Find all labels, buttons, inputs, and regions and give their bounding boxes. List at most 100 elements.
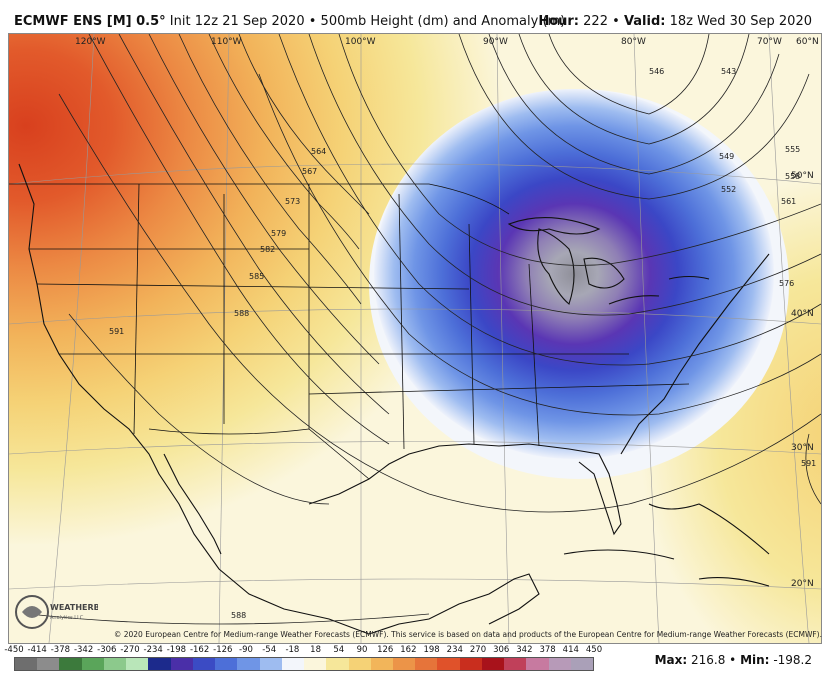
lake-erie	[608, 295, 660, 305]
logo-swirl-inner	[22, 606, 42, 618]
valid-time-header: Hour: 222 • Valid: 18z Wed 30 Sep 2020	[538, 14, 812, 32]
colorbar-tick-label: -54	[262, 645, 277, 655]
lat-label-30: 30°N	[791, 443, 814, 453]
colorbar-tick-label: -126	[213, 645, 233, 655]
colorbar-swatch	[459, 658, 482, 670]
meridian-90	[496, 34, 510, 643]
contour-label-573: 573	[285, 197, 300, 206]
colorbar-swatch	[548, 658, 571, 670]
state-borders	[9, 183, 690, 480]
title-separator: •	[308, 14, 317, 29]
colorbar-swatch	[504, 658, 527, 670]
contour-label-546: 546	[649, 67, 664, 76]
hour-value: 222	[583, 14, 608, 29]
gulf-coast	[308, 443, 622, 536]
model-name: ECMWF ENS [M] 0.5°	[14, 14, 166, 29]
colorbar-swatches	[14, 657, 594, 671]
contour-label-591: 591	[109, 327, 124, 336]
logo-subtext: Analytics LLC	[50, 615, 84, 621]
colorbar-swatch	[81, 658, 104, 670]
contour-576	[258, 73, 821, 416]
colorbar-tick-label: 54	[333, 645, 345, 655]
contour-label-585: 585	[249, 272, 264, 281]
contour-label-552: 552	[721, 185, 736, 194]
parallel-30	[9, 441, 821, 455]
contour-585	[88, 34, 390, 445]
colorbar-swatch	[170, 658, 193, 670]
meridian-70	[768, 34, 810, 643]
max-min-readout: Max: 216.8 • Min: -198.2	[655, 653, 812, 667]
border-f	[528, 263, 540, 447]
init-time: Init 12z 21 Sep 2020	[169, 14, 305, 29]
colorbar-swatch	[481, 658, 505, 670]
contour-label-555: 555	[785, 145, 800, 154]
lon-label-100: 100°W	[345, 37, 376, 47]
colorbar-tick-label: 234	[446, 645, 463, 655]
west-coast	[18, 163, 370, 635]
lake-michigan	[537, 228, 575, 305]
contour-561	[308, 34, 821, 316]
colorbar-swatch	[348, 658, 371, 670]
contour-546	[518, 34, 750, 145]
us-mexico-border	[148, 428, 370, 480]
colorbar-tick-label: -342	[73, 645, 94, 655]
contour-579	[148, 34, 380, 365]
colorbar-tick-label: 126	[377, 645, 394, 655]
parallel-40	[9, 308, 821, 325]
contour-567	[208, 34, 360, 250]
contour-label-567: 567	[302, 167, 317, 176]
colorbar-swatch	[237, 658, 260, 670]
gulf-neutral	[9, 544, 529, 643]
border-e	[468, 223, 475, 445]
lon-label-60: 60°N	[796, 37, 819, 47]
weatherbell-logo: WEATHERBELL Analytics LLC	[15, 595, 98, 629]
valid-value: 18z Wed 30 Sep 2020	[669, 14, 812, 29]
contour-label-558: 558	[785, 172, 800, 181]
colorbar-swatch	[392, 658, 416, 670]
contour-555	[338, 34, 821, 266]
colorbar-tick-label: -306	[97, 645, 117, 655]
yucatan-coast	[368, 573, 540, 635]
border-j	[308, 383, 690, 395]
colorbar-swatch	[59, 658, 82, 670]
parallel-20	[9, 578, 821, 590]
contour-label-549: 549	[719, 152, 734, 161]
colorbar-tick-label: -414	[27, 645, 47, 655]
map-title: ECMWF ENS [M] 0.5° Init 12z 21 Sep 2020 …	[14, 14, 565, 32]
contour-label-579: 579	[271, 229, 286, 238]
lon-label-110: 110°W	[211, 37, 242, 47]
colorbar-swatch	[126, 658, 149, 670]
max-label: Max:	[654, 653, 688, 667]
contour-591-east	[805, 433, 821, 505]
colorbar-tick-label: -198	[166, 645, 187, 655]
lat-label-40: 40°N	[791, 309, 814, 319]
height-contours	[28, 34, 821, 625]
meridian-80	[633, 34, 660, 643]
contour-label-591-east: 591	[801, 459, 816, 468]
min-label: Min:	[740, 653, 770, 667]
lat-label-20: 20°N	[791, 579, 814, 589]
lon-label-120: 120°W	[75, 37, 106, 47]
contour-label-582: 582	[260, 245, 275, 254]
lake-ontario	[668, 275, 710, 280]
colorbar-swatch	[37, 658, 60, 670]
baja-peninsula	[163, 453, 222, 555]
colorbar-tick-label: 342	[516, 645, 533, 655]
contour-591	[68, 313, 330, 505]
colorbar-swatch	[281, 658, 305, 670]
anomaly-colorbar: -450 -414 -378 -342 -306 -270 -234 -198 -162 -126…	[4, 645, 602, 671]
colorbar-tick-label: -450	[4, 645, 24, 655]
colorbar-swatch	[103, 658, 127, 670]
east-coast	[620, 253, 770, 455]
lake-superior	[507, 217, 601, 235]
contour-543	[548, 34, 710, 115]
colorbar-swatch	[326, 658, 349, 670]
colorbar-swatch	[15, 658, 38, 670]
hour-label: Hour:	[538, 14, 580, 29]
contour-label-564: 564	[311, 147, 326, 156]
colorbar-tick-label: 306	[493, 645, 510, 655]
colorbar-ticks: -450 -414 -378 -342 -306 -270 -234 -198 -162 -126…	[4, 645, 602, 657]
contour-582	[118, 34, 390, 415]
colorbar-tick-label: 162	[400, 645, 417, 655]
